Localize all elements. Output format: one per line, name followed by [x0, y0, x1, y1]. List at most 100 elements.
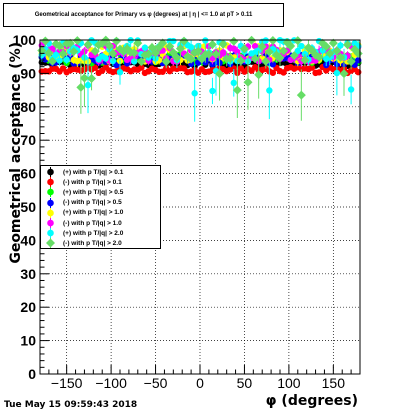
- data-point: [215, 69, 225, 79]
- legend-label: (-) with p T/|q| > 1.0: [63, 219, 122, 227]
- data-point: [143, 49, 153, 59]
- legend-marker: [47, 197, 54, 208]
- data-point: [191, 90, 198, 97]
- data-point: [91, 64, 99, 71]
- data-point: [111, 36, 121, 46]
- data-point: [250, 54, 260, 64]
- y-tick-label: 20: [20, 299, 36, 315]
- data-point: [343, 40, 353, 50]
- data-point: [230, 79, 237, 87]
- data-point: [151, 48, 161, 58]
- data-point: [239, 44, 249, 54]
- legend-entry: (+) with p T/|q| > 2.0: [44, 228, 160, 239]
- data-point: [298, 42, 305, 50]
- legend-marker: [47, 187, 54, 198]
- data-point: [286, 41, 296, 51]
- legend-entry: (+) with p T/|q| > 1.0: [44, 207, 160, 218]
- data-point: [293, 36, 303, 46]
- data-point: [269, 69, 277, 76]
- data-point: [314, 52, 324, 62]
- legend-marker: [47, 228, 54, 239]
- data-point: [108, 49, 118, 59]
- data-point: [207, 39, 217, 49]
- data-point: [346, 57, 356, 67]
- data-point: [147, 43, 157, 53]
- data-point: [234, 48, 241, 56]
- chart-title: Geometrical acceptance for Primary vs φ …: [34, 12, 253, 18]
- data-point: [131, 58, 138, 65]
- legend-label: (+) with p T/|q| > 0.1: [63, 168, 124, 176]
- data-point: [337, 42, 344, 49]
- data-point: [300, 55, 310, 65]
- data-point: [193, 46, 203, 56]
- data-point: [55, 41, 65, 51]
- data-point: [158, 38, 168, 48]
- legend-marker: [47, 218, 54, 229]
- data-point: [339, 69, 349, 79]
- y-tick-label: 60: [20, 166, 36, 182]
- data-point: [230, 65, 237, 72]
- data-point: [129, 48, 139, 58]
- data-point: [296, 90, 306, 100]
- y-tick-label: 50: [20, 199, 36, 215]
- data-point: [225, 54, 235, 64]
- series-1: [38, 63, 362, 77]
- data-point: [63, 56, 70, 63]
- data-point: [266, 87, 273, 94]
- legend-label: (-) with p T/|q| > 2.0: [63, 239, 122, 247]
- x-tick-label: −150: [51, 375, 83, 391]
- data-point: [347, 86, 355, 93]
- data-point: [104, 41, 114, 51]
- legend-marker: [47, 207, 54, 218]
- data-point: [257, 42, 267, 52]
- data-point: [261, 56, 271, 66]
- legend-entry: (-) with p T/|q| > 0.5: [44, 197, 160, 208]
- data-point: [254, 70, 264, 80]
- x-tick-label: 0: [196, 375, 204, 391]
- data-point: [232, 85, 242, 95]
- data-point: [218, 39, 228, 49]
- data-point: [321, 41, 331, 51]
- legend-marker: [47, 167, 54, 178]
- x-tick-label: 50: [237, 375, 253, 391]
- data-point: [308, 64, 316, 71]
- legend-entry: (-) with p T/|q| > 2.0: [44, 238, 160, 249]
- data-point: [236, 56, 246, 66]
- data-point: [76, 82, 86, 92]
- legend-entry: (-) with p T/|q| > 1.0: [44, 218, 160, 229]
- x-tick-label: −50: [144, 375, 168, 391]
- data-point: [141, 44, 149, 51]
- data-point: [211, 49, 221, 59]
- y-axis-label: Geometrical acceptance (%): [8, 42, 24, 264]
- y-tick-label: 70: [20, 132, 36, 148]
- data-point: [52, 51, 60, 59]
- data-point: [83, 40, 93, 50]
- footer-date: Tue May 15 09:59:43 2018: [4, 400, 138, 410]
- data-point: [269, 61, 277, 68]
- data-point: [65, 38, 75, 48]
- data-point: [275, 53, 285, 63]
- data-point: [172, 53, 182, 63]
- chart-title-box: Geometrical acceptance for Primary vs φ …: [3, 3, 284, 27]
- data-point: [79, 73, 89, 83]
- y-tick-label: 40: [20, 232, 36, 248]
- data-point: [243, 77, 253, 87]
- data-point: [186, 54, 196, 64]
- data-point: [49, 45, 56, 52]
- data-point: [109, 57, 117, 65]
- x-axis-label: φ (degrees): [266, 393, 358, 409]
- data-point: [116, 68, 124, 76]
- data-point: [138, 64, 145, 71]
- data-point: [90, 46, 100, 56]
- data-point: [251, 42, 259, 50]
- x-tick-label: 150: [322, 375, 346, 391]
- data-point: [102, 55, 109, 62]
- y-tick-label: 100: [13, 32, 37, 48]
- data-point: [161, 57, 171, 67]
- legend-label: (+) with p T/|q| > 0.5: [63, 188, 124, 196]
- legend-label: (-) with p T/|q| > 0.5: [63, 199, 122, 207]
- x-tick-label: −100: [95, 375, 127, 391]
- legend-label: (-) with p T/|q| > 0.1: [63, 178, 122, 186]
- data-point: [87, 73, 97, 83]
